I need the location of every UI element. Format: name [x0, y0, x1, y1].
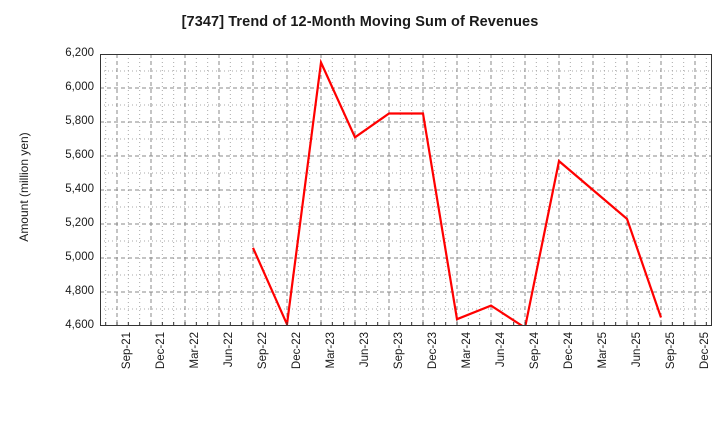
- y-axis-tick-label: 4,800: [65, 285, 94, 297]
- y-axis-tick-label: 4,600: [65, 319, 94, 331]
- data-series-line: [251, 58, 663, 326]
- line-chart-svg: [100, 54, 712, 326]
- x-axis-tick-label: Mar-23: [325, 332, 337, 369]
- y-axis-tick-label: 5,200: [65, 217, 94, 229]
- x-axis-tick-label: Jun-24: [495, 332, 507, 368]
- x-axis-tick-label: Dec-24: [563, 332, 575, 370]
- y-axis-tick-labels: 4,600 4,800 5,000 5,200 5,400 5,600 5,800 6,000…: [36, 47, 94, 330]
- x-axis-tick-label: Dec-21: [155, 332, 167, 370]
- grid-major-horizontal: [100, 87, 712, 293]
- x-axis-tick-label: Mar-22: [189, 332, 201, 369]
- y-axis-label: Amount (million yen): [17, 132, 31, 242]
- plot-area: [100, 54, 712, 326]
- x-axis-tick-label: Sep-23: [393, 332, 405, 370]
- grid-minor-vertical: [105, 54, 707, 326]
- y-axis-tick-label: 5,600: [65, 149, 94, 161]
- y-axis-tick-label: 6,200: [65, 47, 94, 59]
- chart-title: [7347] Trend of 12-Month Moving Sum of R…: [181, 14, 539, 30]
- x-axis-tick-label: Sep-25: [665, 332, 677, 370]
- x-axis-tick-label: Sep-24: [529, 332, 541, 370]
- x-axis-tick-label: Dec-22: [291, 332, 303, 370]
- y-axis-tick-label: 5,400: [65, 183, 94, 195]
- x-axis-tick-label: Mar-25: [597, 332, 609, 369]
- x-axis-tick-label: Dec-23: [427, 332, 439, 370]
- x-axis-tick-label: Sep-21: [121, 332, 133, 370]
- x-axis-tick-label: Jun-25: [631, 332, 643, 368]
- y-axis-tick-label: 5,000: [65, 251, 94, 263]
- y-axis-tick-label: 5,800: [65, 115, 94, 127]
- y-axis-tick-label: 6,000: [65, 81, 94, 93]
- x-axis-tick-label: Jun-23: [359, 332, 371, 368]
- x-axis-ticks: [105, 322, 707, 326]
- x-axis-tick-label: Sep-22: [257, 332, 269, 370]
- plot-border: [100, 54, 712, 326]
- x-axis-tick-labels: Sep-21 Dec-21 Mar-22 Jun-22 Sep-22 Dec-22 Mar-…: [100, 332, 712, 432]
- x-axis-tick-label: Dec-25: [699, 332, 711, 370]
- x-axis-tick-label: Mar-24: [461, 332, 473, 369]
- x-axis-tick-label: Jun-22: [223, 332, 235, 368]
- grid-major-vertical: [116, 54, 696, 326]
